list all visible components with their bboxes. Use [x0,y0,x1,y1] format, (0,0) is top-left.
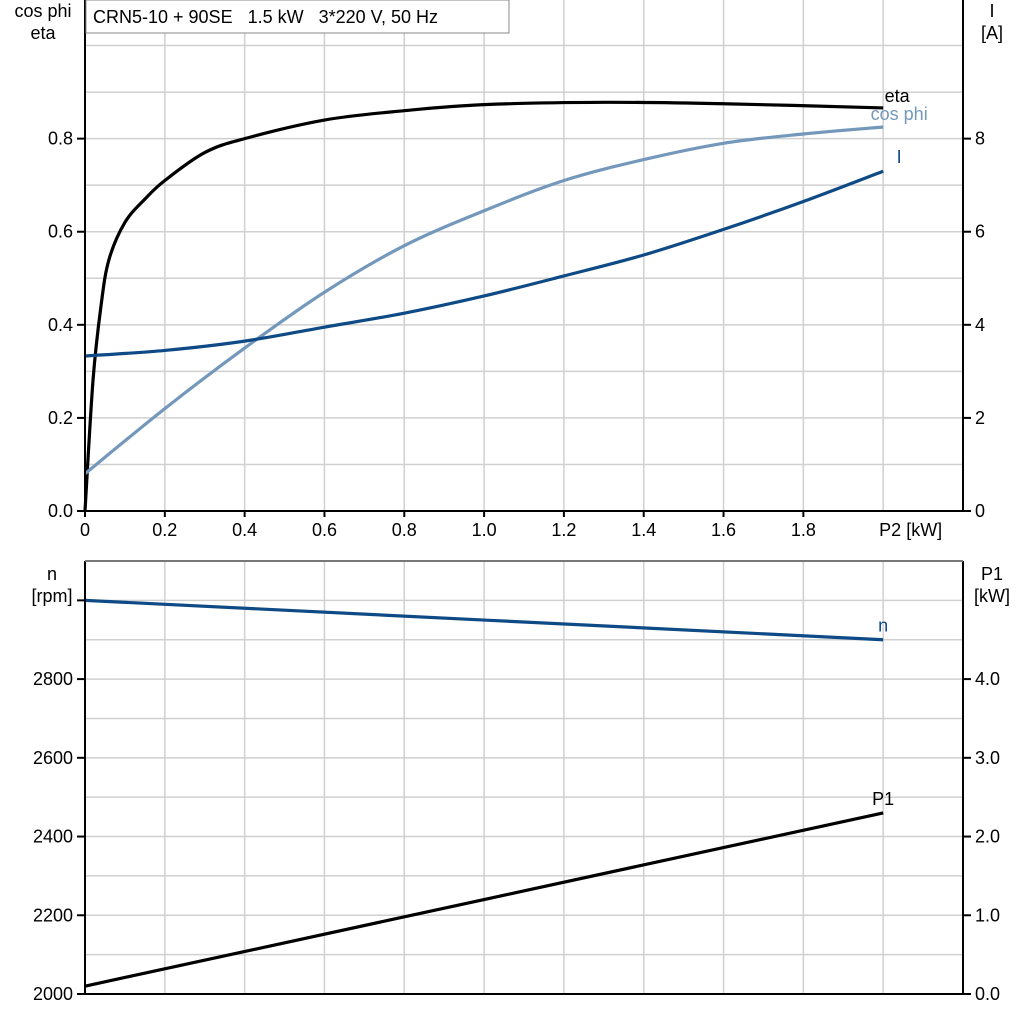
left-tick-label: 0.2 [48,408,73,428]
series-line-cos-phi [83,125,884,476]
left-tick-label: 2400 [33,827,73,847]
series-label: cos phi [871,104,928,124]
x-tick-label: 1.6 [711,520,736,540]
x-tick-label: 0.8 [392,520,417,540]
right-axis-label: P1 [981,564,1003,584]
x-tick-label: 0.6 [312,520,337,540]
right-axis-label: I [989,1,994,21]
series-label: eta [885,86,911,106]
series-line-n [84,598,884,642]
left-tick-label: 0.6 [48,222,73,242]
x-tick-label: 1.0 [472,520,497,540]
left-axis-label: eta [30,23,56,43]
left-tick-label: 2000 [33,984,73,1004]
left-tick-label: 2200 [33,905,73,925]
series-label: P1 [872,789,894,809]
left-axis-label: cos phi [14,1,71,21]
right-tick-label: 4.0 [975,669,1000,689]
right-tick-label: 3.0 [975,748,1000,768]
chart-title: CRN5-10 + 90SE 1.5 kW 3*220 V, 50 Hz [93,7,438,27]
x-tick-label: 1.2 [551,520,576,540]
x-axis-label: P2 [kW] [879,520,942,540]
left-axis-label: [rpm] [31,586,72,606]
left-tick-label: 0.4 [48,315,73,335]
series-line-i [84,169,884,358]
x-tick-label: 0.4 [232,520,257,540]
left-tick-label: 0.8 [48,129,73,149]
right-tick-label: 0.0 [975,984,1000,1004]
curves [83,100,884,988]
series-line-p1 [84,811,884,988]
left-tick-label: 0.0 [48,501,73,521]
series-label: I [897,147,902,167]
right-tick-label: 8 [975,129,985,149]
labels: 0.0 0.2 0.4 0.6 0.8 0 2 4 6 8 0 0.2 0.4 0.6 0.8 1.0 1.2 1… [14,1,1010,1004]
right-tick-label: 0 [975,501,985,521]
left-axis-label: n [47,564,57,584]
right-tick-label: 2 [975,408,985,428]
left-tick-label: 2800 [33,669,73,689]
right-tick-label: 4 [975,315,985,335]
left-tick-label: 2600 [33,748,73,768]
x-tick-label: 1.4 [631,520,656,540]
right-tick-label: 6 [975,222,985,242]
axes [77,0,971,995]
title-box: CRN5-10 + 90SE 1.5 kW 3*220 V, 50 Hz [85,0,510,34]
x-tick-label: 0 [80,520,90,540]
series-line-eta [83,100,884,512]
right-axis-label: [A] [981,23,1003,43]
right-axis-label: [kW] [974,586,1010,606]
right-tick-label: 1.0 [975,905,1000,925]
x-tick-label: 1.8 [791,520,816,540]
right-tick-label: 2.0 [975,827,1000,847]
x-tick-label: 0.2 [152,520,177,540]
series-label: n [878,616,888,636]
bottom-grid [85,561,963,994]
top-grid [85,0,963,511]
